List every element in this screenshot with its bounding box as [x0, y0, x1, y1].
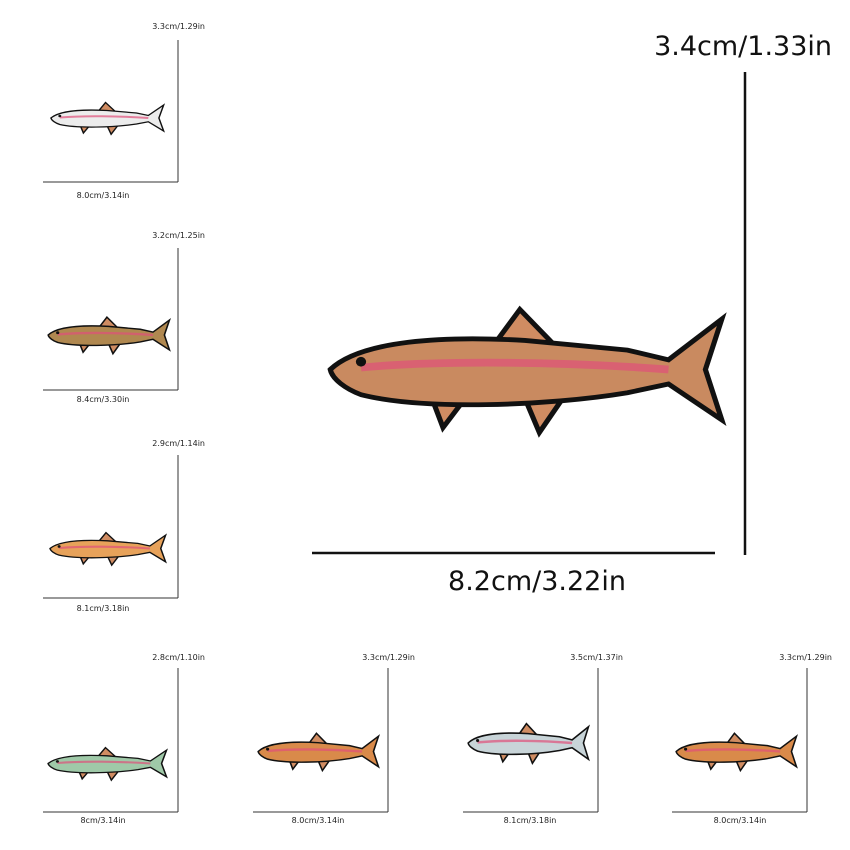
main-patch	[330, 309, 722, 432]
height-label: 3.2cm/1.25in	[152, 231, 205, 240]
width-label: 8cm/3.14in	[80, 816, 125, 825]
patch	[48, 531, 167, 567]
main-width-label: 8.2cm/3.22in	[448, 566, 626, 597]
width-label: 8.0cm/3.14in	[292, 816, 345, 825]
height-label: 2.8cm/1.10in	[152, 653, 205, 662]
patch	[674, 732, 798, 772]
patch	[49, 101, 165, 136]
patch	[256, 732, 380, 772]
width-label: 8.0cm/3.14in	[77, 191, 130, 200]
patch	[466, 722, 590, 765]
height-label: 3.3cm/1.29in	[152, 22, 205, 31]
main-height-label: 3.4cm/1.33in	[654, 31, 832, 62]
width-label: 8.4cm/3.30in	[77, 395, 130, 404]
width-label: 8.0cm/3.14in	[714, 816, 767, 825]
height-label: 3.5cm/1.37in	[570, 653, 623, 662]
patch	[46, 315, 171, 355]
height-label: 2.9cm/1.14in	[152, 439, 205, 448]
height-label: 3.3cm/1.29in	[362, 653, 415, 662]
width-label: 8.1cm/3.18in	[77, 604, 130, 613]
height-label: 3.3cm/1.29in	[779, 653, 832, 662]
width-label: 8.1cm/3.18in	[504, 816, 557, 825]
patch	[46, 746, 168, 782]
